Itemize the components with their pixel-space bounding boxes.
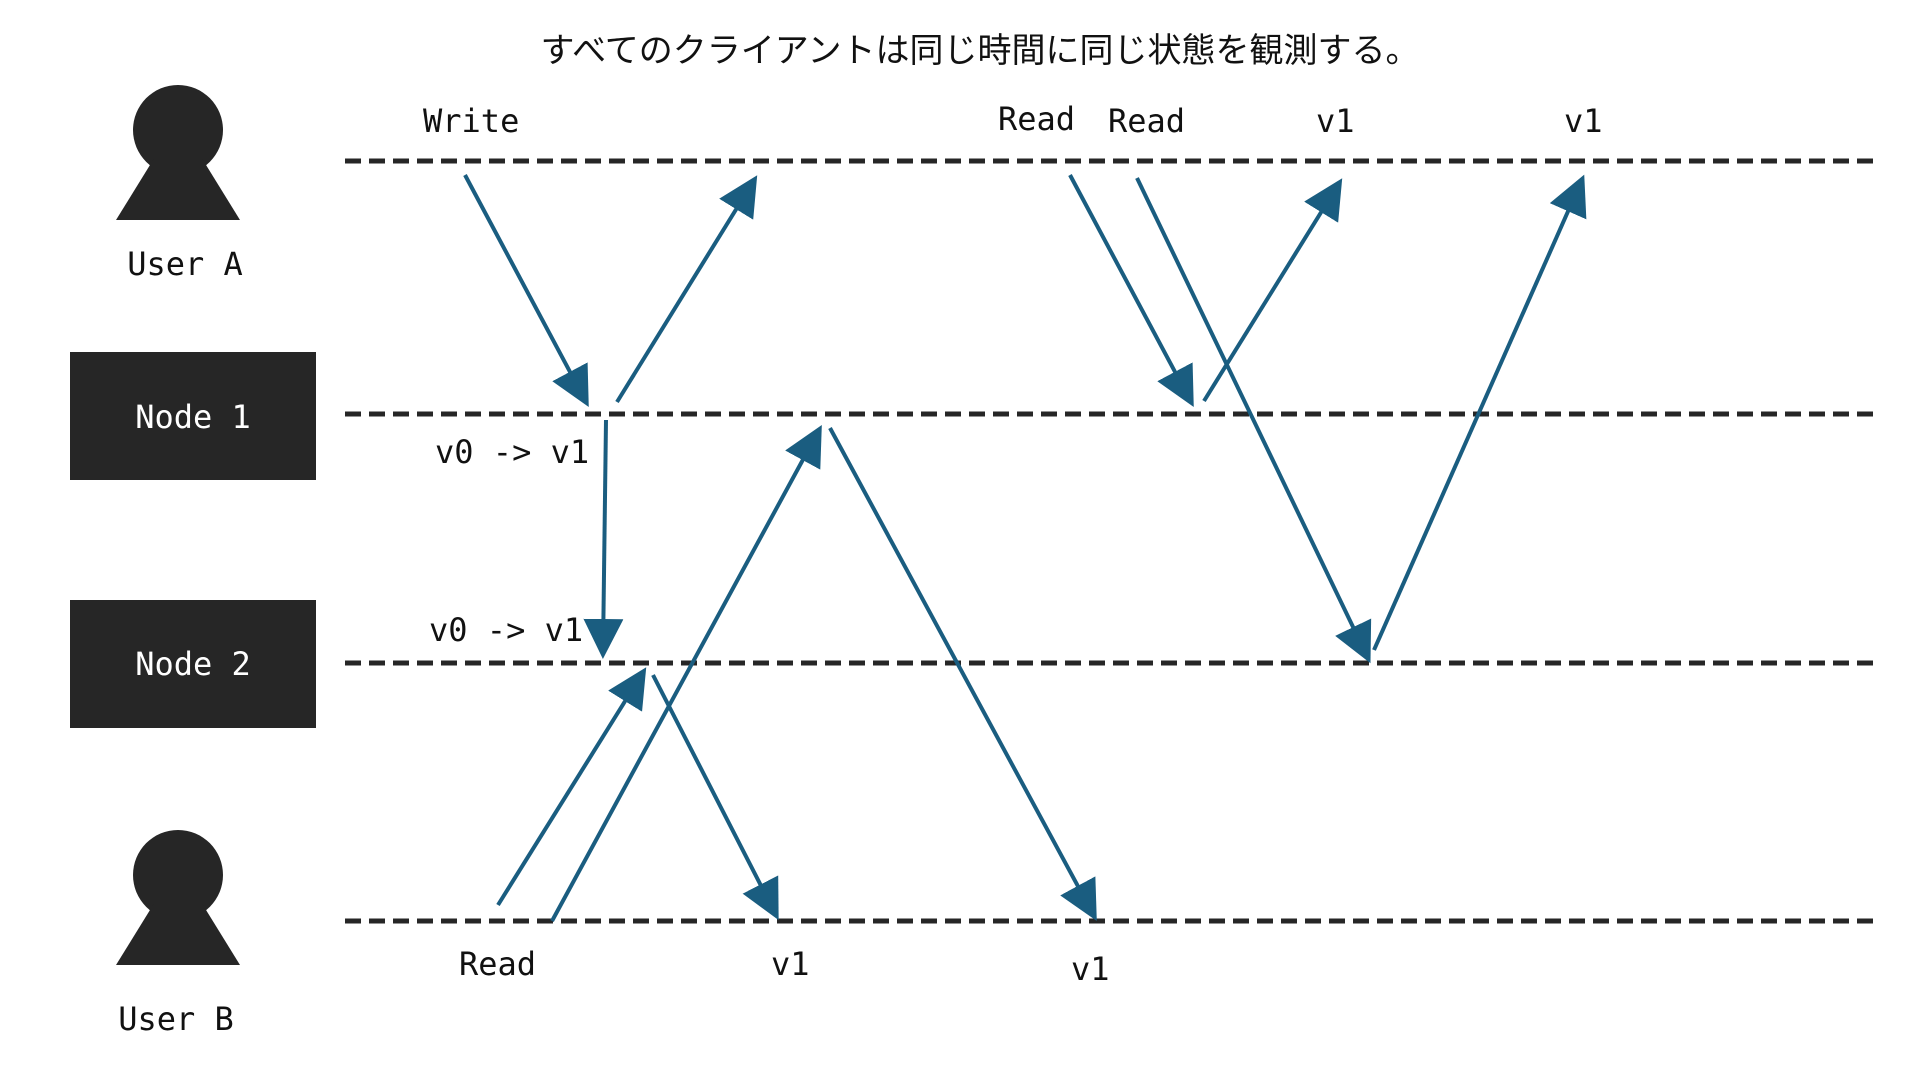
read-b1-request-arrow bbox=[496, 667, 647, 907]
read-a2-response-arrow bbox=[1372, 174, 1587, 651]
write-ack-arrow bbox=[615, 175, 758, 404]
person-icon bbox=[116, 85, 240, 220]
node-1-label: Node 1 bbox=[135, 398, 251, 436]
v1-b2-label: v1 bbox=[1071, 950, 1110, 988]
user-a: User A bbox=[116, 85, 243, 283]
read-a1-request-arrow bbox=[1068, 174, 1194, 408]
user-a-label: User A bbox=[127, 245, 243, 283]
v1-a1-label: v1 bbox=[1316, 102, 1355, 140]
read-b2-request-arrow bbox=[550, 424, 822, 922]
write-request-arrow bbox=[463, 174, 589, 408]
read-a2-request-arrow bbox=[1135, 177, 1372, 664]
v1-a2-label: v1 bbox=[1564, 102, 1603, 140]
read-b1-response-arrow bbox=[651, 674, 779, 921]
read-a1-label: Read bbox=[998, 100, 1075, 138]
node-2-label: Node 2 bbox=[135, 645, 251, 683]
node-2: Node 2 bbox=[70, 600, 316, 728]
user-b: User B bbox=[116, 830, 240, 1038]
diagram-title: すべてのクライアントは同じ時間に同じ状態を観測する。 bbox=[541, 31, 1420, 71]
node-2-box bbox=[70, 600, 316, 728]
person-icon bbox=[116, 830, 240, 965]
node-1: Node 1 bbox=[70, 352, 316, 480]
read-b2-response-arrow bbox=[828, 427, 1097, 922]
read-a1-response-arrow bbox=[1202, 178, 1343, 403]
read-a2-label: Read bbox=[1108, 102, 1185, 140]
write-label: Write bbox=[423, 102, 519, 140]
node-1-state-label: v0 -> v1 bbox=[435, 433, 589, 471]
replication-arrow bbox=[583, 419, 624, 659]
user-b-label: User B bbox=[118, 1000, 234, 1038]
read-b-label: Read bbox=[459, 945, 536, 983]
v1-b1-label: v1 bbox=[771, 945, 810, 983]
node-1-box bbox=[70, 352, 316, 480]
node-2-state-label: v0 -> v1 bbox=[429, 611, 583, 649]
